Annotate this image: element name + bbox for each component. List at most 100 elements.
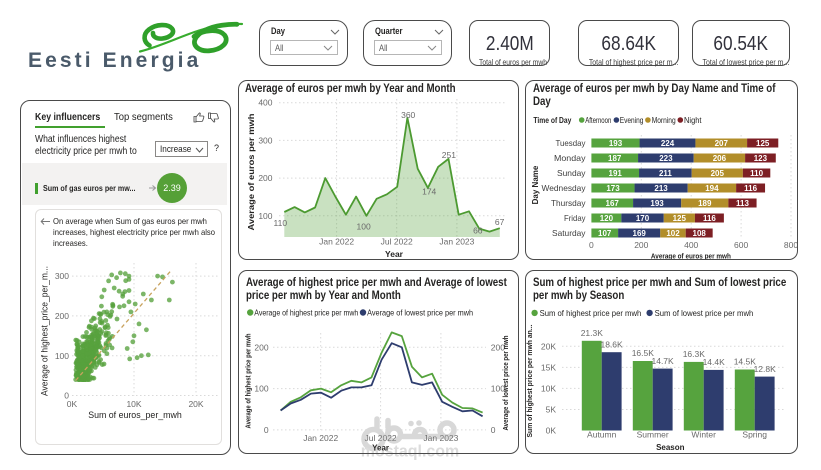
svg-text:100: 100	[254, 384, 268, 394]
svg-text:100: 100	[490, 384, 504, 394]
svg-text:Sum of lowest price per mwh: Sum of lowest price per mwh	[655, 308, 754, 318]
svg-text:Sunday: Sunday	[557, 168, 586, 178]
svg-text:206: 206	[713, 154, 727, 163]
svg-text:200: 200	[258, 173, 272, 183]
svg-text:Jan 2023: Jan 2023	[439, 237, 474, 247]
svg-text:174: 174	[422, 186, 436, 196]
svg-text:16.5K: 16.5K	[632, 348, 655, 358]
svg-text:15K: 15K	[541, 362, 556, 372]
svg-text:170: 170	[636, 214, 650, 223]
svg-text:Average of highest_price_per_m: Average of highest_price_per_m...	[39, 266, 49, 396]
svg-text:Night: Night	[684, 115, 702, 125]
svg-text:173: 173	[606, 184, 620, 193]
svg-text:300: 300	[55, 271, 69, 281]
svg-text:Average of lowest price per mw: Average of lowest price per mwh	[503, 336, 510, 431]
svg-text:14.5K: 14.5K	[734, 357, 757, 367]
svg-text:Winter: Winter	[692, 430, 717, 440]
svg-text:Sum of highest price per mwh: Sum of highest price per mwh	[540, 308, 642, 318]
svg-text:Day Name: Day Name	[531, 165, 540, 204]
svg-text:169: 169	[633, 229, 647, 238]
svg-text:16.3K: 16.3K	[683, 349, 706, 359]
svg-text:107: 107	[598, 229, 612, 238]
svg-text:0: 0	[589, 240, 594, 250]
svg-text:205: 205	[711, 169, 725, 178]
svg-text:10K: 10K	[126, 399, 141, 409]
svg-text:110: 110	[750, 169, 763, 178]
svg-text:167: 167	[606, 199, 620, 208]
svg-text:300: 300	[258, 135, 272, 145]
svg-text:Sum of highest price per mwh a: Sum of highest price per mwh an...	[527, 324, 534, 437]
svg-text:189: 189	[698, 199, 712, 208]
svg-text:Average of euros per mwh: Average of euros per mwh	[246, 114, 256, 231]
svg-text:213: 213	[655, 184, 669, 193]
svg-text:Jul 2022: Jul 2022	[380, 237, 412, 247]
svg-text:Average of lowest price per mw: Average of lowest price per mwh	[367, 308, 473, 318]
svg-text:Spring: Spring	[743, 430, 768, 440]
svg-text:0: 0	[490, 425, 495, 435]
svg-text:211: 211	[659, 169, 672, 178]
svg-text:Autumn: Autumn	[587, 430, 617, 440]
svg-text:191: 191	[609, 169, 623, 178]
svg-text:Average of euros per mwh: Average of euros per mwh	[651, 252, 731, 260]
svg-text:102: 102	[666, 229, 680, 238]
svg-text:Tuesday: Tuesday	[556, 138, 587, 148]
svg-text:116: 116	[703, 214, 716, 223]
svg-text:187: 187	[608, 154, 622, 163]
svg-text:66: 66	[473, 226, 483, 236]
svg-text:10K: 10K	[541, 383, 556, 393]
svg-text:123: 123	[754, 154, 768, 163]
svg-text:0: 0	[64, 391, 69, 401]
svg-text:200: 200	[490, 342, 504, 352]
svg-text:Season: Season	[656, 443, 685, 452]
svg-text:116: 116	[744, 184, 757, 193]
svg-text:193: 193	[609, 139, 623, 148]
svg-text:224: 224	[661, 139, 675, 148]
svg-text:Afternoon: Afternoon	[585, 115, 611, 125]
svg-text:21.3K: 21.3K	[581, 328, 604, 338]
svg-text:18.6K: 18.6K	[601, 339, 624, 349]
svg-text:Average of highest price per m: Average of highest price per mwh	[254, 308, 358, 318]
svg-text:600: 600	[734, 240, 748, 250]
svg-text:5K: 5K	[546, 405, 557, 415]
svg-text:113: 113	[736, 199, 749, 208]
svg-text:0K: 0K	[67, 399, 78, 409]
svg-text:400: 400	[684, 240, 698, 250]
svg-text:12.8K: 12.8K	[754, 364, 777, 374]
svg-text:0K: 0K	[546, 426, 557, 436]
svg-text:100: 100	[55, 351, 69, 361]
svg-text:110: 110	[273, 218, 287, 228]
svg-text:Jan 2022: Jan 2022	[319, 237, 354, 247]
svg-text:Sum of euros_per_mwh: Sum of euros_per_mwh	[88, 410, 182, 420]
svg-text:207: 207	[715, 139, 729, 148]
svg-text:125: 125	[673, 214, 687, 223]
svg-text:223: 223	[659, 154, 673, 163]
svg-text:Summer: Summer	[637, 430, 669, 440]
svg-text:67: 67	[494, 217, 504, 227]
svg-text:Average of highest price per m: Average of highest price per mwh	[245, 334, 252, 429]
svg-text:194: 194	[705, 184, 719, 193]
svg-text:20K: 20K	[188, 399, 203, 409]
svg-text:800: 800	[784, 240, 797, 250]
svg-text:200: 200	[55, 311, 69, 321]
svg-text:100: 100	[356, 221, 370, 231]
svg-text:360: 360	[401, 110, 415, 120]
svg-text:Jan 2022: Jan 2022	[303, 433, 338, 443]
svg-text:Saturday: Saturday	[552, 228, 586, 238]
svg-text:251: 251	[441, 150, 455, 160]
svg-text:mostaql.com: mostaql.com	[361, 443, 460, 461]
svg-text:Thursday: Thursday	[551, 198, 586, 208]
svg-text:125: 125	[756, 139, 770, 148]
svg-text:20K: 20K	[541, 341, 556, 351]
svg-text:Wednesday: Wednesday	[542, 183, 587, 193]
svg-text:Year: Year	[385, 249, 404, 259]
svg-text:200: 200	[634, 240, 648, 250]
svg-text:108: 108	[693, 229, 707, 238]
svg-text:400: 400	[258, 98, 272, 108]
svg-text:Evening: Evening	[620, 115, 644, 125]
svg-text:0: 0	[263, 425, 268, 435]
svg-text:14.4K: 14.4K	[703, 357, 726, 367]
svg-text:200: 200	[254, 342, 268, 352]
svg-text:100: 100	[258, 211, 272, 221]
svg-text:193: 193	[651, 199, 665, 208]
svg-text:14.7K: 14.7K	[652, 356, 675, 366]
